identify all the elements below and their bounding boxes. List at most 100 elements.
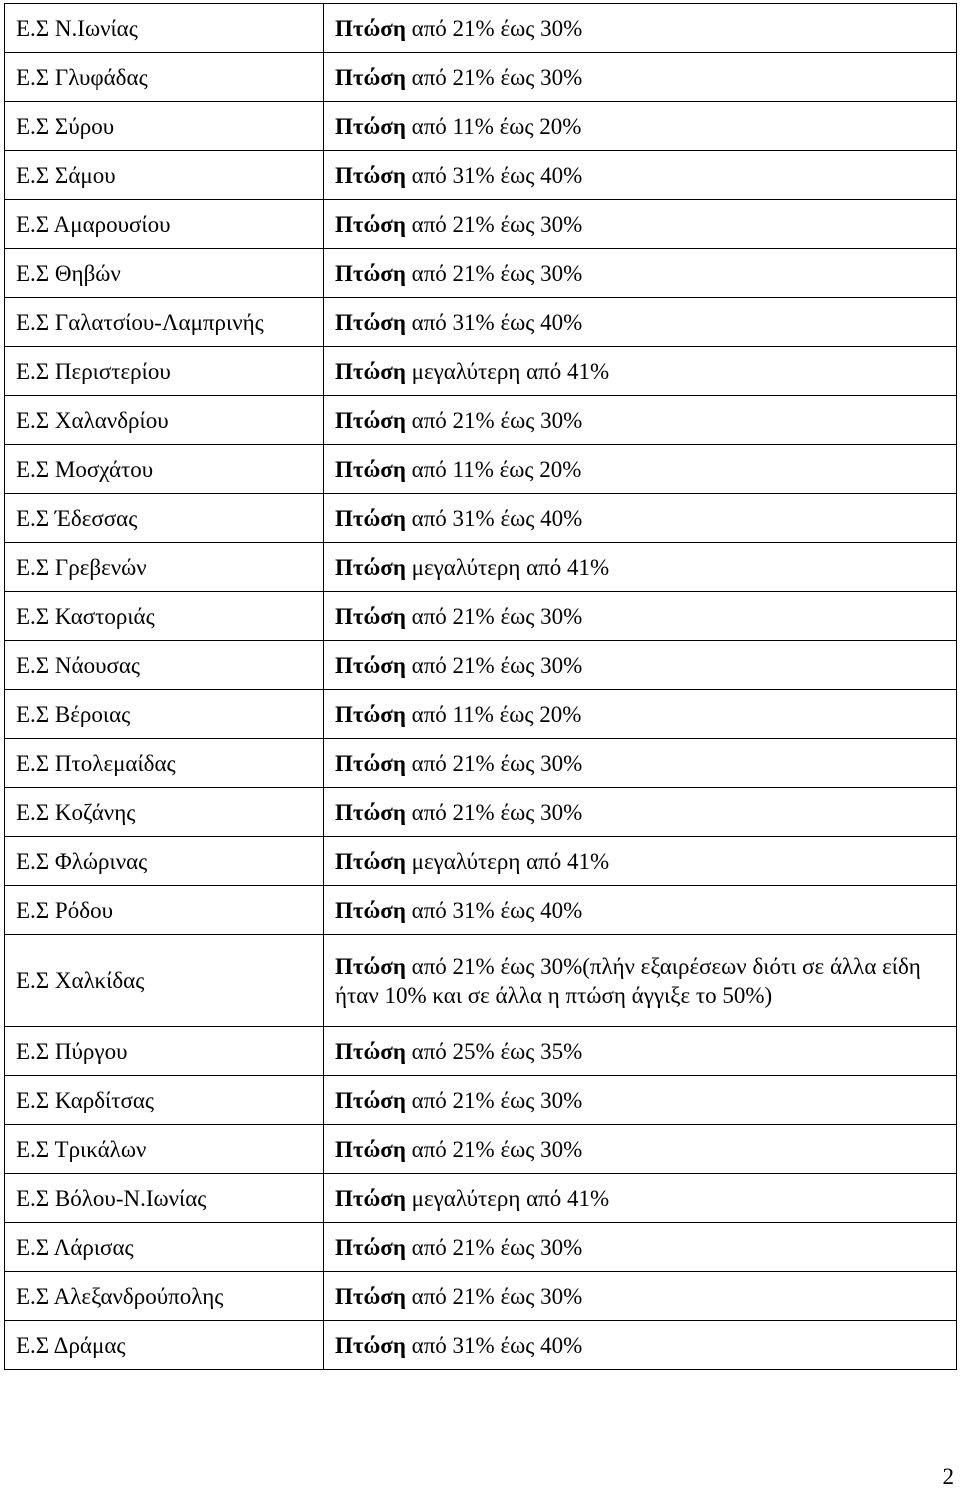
station-name-cell: Ε.Σ Γρεβενών bbox=[4, 542, 324, 592]
drop-range-text: από 21% έως 30% bbox=[405, 799, 583, 825]
drop-keyword: Πτώση bbox=[335, 505, 406, 531]
table-row: Ε.Σ Θηβών Πτώση από 21% έως 30% bbox=[4, 248, 957, 298]
drop-range-text: από 21% έως 30% bbox=[405, 211, 583, 237]
table-row: Ε.Σ Καρδίτσας Πτώση από 21% έως 30% bbox=[4, 1075, 957, 1125]
table-row: Ε.Σ Χαλκίδας Πτώση από 21% έως 30%(πλήν ε… bbox=[4, 934, 957, 1027]
drop-range-text: από 21% έως 30% bbox=[405, 64, 583, 90]
drop-range-text: από 25% έως 35% bbox=[405, 1038, 583, 1064]
station-name-cell: Ε.Σ Νάουσας bbox=[4, 640, 324, 690]
station-name-cell: Ε.Σ Βόλου-Ν.Ιωνίας bbox=[4, 1173, 324, 1223]
drop-range-cell: Πτώση από 21% έως 30% bbox=[323, 1222, 957, 1272]
drop-range-text: μεγαλύτερη από 41% bbox=[405, 358, 610, 384]
station-name-cell: Ε.Σ Βέροιας bbox=[4, 689, 324, 739]
drop-keyword: Πτώση bbox=[335, 64, 406, 90]
drop-range-text: μεγαλύτερη από 41% bbox=[405, 554, 610, 580]
drop-keyword: Πτώση bbox=[335, 554, 406, 580]
drop-range-cell: Πτώση από 21% έως 30% bbox=[323, 52, 957, 102]
table-row: Ε.Σ Πύργου Πτώση από 25% έως 35% bbox=[4, 1026, 957, 1076]
drop-keyword: Πτώση bbox=[335, 1234, 406, 1260]
station-name-cell: Ε.Σ Περιστερίου bbox=[4, 346, 324, 396]
drop-range-text: από 21% έως 30% bbox=[405, 1283, 583, 1309]
drop-range-cell: Πτώση από 21% έως 30% bbox=[323, 1271, 957, 1321]
station-name-cell: Ε.Σ Πτολεμαίδας bbox=[4, 738, 324, 788]
drop-range-text: μεγαλύτερη από 41% bbox=[405, 848, 610, 874]
table-row: Ε.Σ Ν.Ιωνίας Πτώση από 21% έως 30% bbox=[4, 3, 957, 53]
page-number: 2 bbox=[942, 1464, 955, 1489]
drop-range-cell: Πτώση μεγαλύτερη από 41% bbox=[323, 836, 957, 886]
station-name-cell: Ε.Σ Χαλκίδας bbox=[4, 934, 324, 1027]
drop-keyword: Πτώση bbox=[335, 701, 406, 727]
drop-keyword: Πτώση bbox=[335, 652, 406, 678]
drop-range-text: από 21% έως 30% bbox=[405, 15, 583, 41]
station-name-cell: Ε.Σ Χαλανδρίου bbox=[4, 395, 324, 445]
drop-range-text: από 21% έως 30%(πλήν εξαιρέσεων διότι σε… bbox=[335, 953, 921, 1008]
station-name-cell: Ε.Σ Καρδίτσας bbox=[4, 1075, 324, 1125]
station-name-cell: Ε.Σ Λάρισας bbox=[4, 1222, 324, 1272]
drop-range-cell: Πτώση από 11% έως 20% bbox=[323, 444, 957, 494]
table-row: Ε.Σ Χαλανδρίου Πτώση από 21% έως 30% bbox=[4, 395, 957, 445]
table-row: Ε.Σ Τρικάλων Πτώση από 21% έως 30% bbox=[4, 1124, 957, 1174]
drop-range-cell: Πτώση από 21% έως 30% bbox=[323, 591, 957, 641]
drop-range-text: από 11% έως 20% bbox=[405, 456, 582, 482]
table-row: Ε.Σ Νάουσας Πτώση από 21% έως 30% bbox=[4, 640, 957, 690]
station-name-cell: Ε.Σ Φλώρινας bbox=[4, 836, 324, 886]
drop-range-text: από 21% έως 30% bbox=[405, 603, 583, 629]
drop-keyword: Πτώση bbox=[335, 1332, 406, 1358]
drop-range-cell: Πτώση από 21% έως 30% bbox=[323, 640, 957, 690]
table-row: Ε.Σ Περιστερίου Πτώση μεγαλύτερη από 41% bbox=[4, 346, 957, 396]
drop-keyword: Πτώση bbox=[335, 407, 406, 433]
table-row: Ε.Σ Φλώρινας Πτώση μεγαλύτερη από 41% bbox=[4, 836, 957, 886]
drop-range-cell: Πτώση από 31% έως 40% bbox=[323, 1320, 957, 1370]
station-name-cell: Ε.Σ Κοζάνης bbox=[4, 787, 324, 837]
drop-range-cell: Πτώση από 21% έως 30% bbox=[323, 738, 957, 788]
drop-keyword: Πτώση bbox=[335, 897, 406, 923]
drop-range-cell: Πτώση από 31% έως 40% bbox=[323, 150, 957, 200]
drop-range-text: μεγαλύτερη από 41% bbox=[405, 1185, 610, 1211]
drop-range-text: από 21% έως 30% bbox=[405, 1136, 583, 1162]
table-row: Ε.Σ Ρόδου Πτώση από 31% έως 40% bbox=[4, 885, 957, 935]
table-row: Ε.Σ Μοσχάτου Πτώση από 11% έως 20% bbox=[4, 444, 957, 494]
drop-keyword: Πτώση bbox=[335, 603, 406, 629]
station-name-cell: Ε.Σ Αμαρουσίου bbox=[4, 199, 324, 249]
drop-range-text: από 11% έως 20% bbox=[405, 701, 582, 727]
table-row: Ε.Σ Γρεβενών Πτώση μεγαλύτερη από 41% bbox=[4, 542, 957, 592]
drop-range-cell: Πτώση από 31% έως 40% bbox=[323, 885, 957, 935]
drop-range-cell: Πτώση από 21% έως 30% bbox=[323, 395, 957, 445]
drop-keyword: Πτώση bbox=[335, 211, 406, 237]
drop-keyword: Πτώση bbox=[335, 1038, 406, 1064]
drop-keyword: Πτώση bbox=[335, 848, 406, 874]
drop-range-cell: Πτώση από 21% έως 30% bbox=[323, 3, 957, 53]
table-row: Ε.Σ Σύρου Πτώση από 11% έως 20% bbox=[4, 101, 957, 151]
drop-keyword: Πτώση bbox=[335, 1087, 406, 1113]
drop-range-text: από 31% έως 40% bbox=[405, 1332, 583, 1358]
table-row: Ε.Σ Αμαρουσίου Πτώση από 21% έως 30% bbox=[4, 199, 957, 249]
drop-range-cell: Πτώση από 21% έως 30% bbox=[323, 248, 957, 298]
drop-keyword: Πτώση bbox=[335, 113, 406, 139]
drop-range-text: από 21% έως 30% bbox=[405, 1087, 583, 1113]
drop-range-cell: Πτώση από 31% έως 40% bbox=[323, 297, 957, 347]
drop-range-cell: Πτώση από 21% έως 30% bbox=[323, 787, 957, 837]
station-name-cell: Ε.Σ Δράμας bbox=[4, 1320, 324, 1370]
drop-range-text: από 21% έως 30% bbox=[405, 1234, 583, 1260]
station-name-cell: Ε.Σ Γαλατσίου-Λαμπρινής bbox=[4, 297, 324, 347]
station-name-cell: Ε.Σ Αλεξανδρούπολης bbox=[4, 1271, 324, 1321]
table-row: Ε.Σ Γλυφάδας Πτώση από 21% έως 30% bbox=[4, 52, 957, 102]
table-row: Ε.Σ Κοζάνης Πτώση από 21% έως 30% bbox=[4, 787, 957, 837]
table-row: Ε.Σ Πτολεμαίδας Πτώση από 21% έως 30% bbox=[4, 738, 957, 788]
table-row: Ε.Σ Βόλου-Ν.Ιωνίας Πτώση μεγαλύτερη από 4… bbox=[4, 1173, 957, 1223]
drop-range-cell: Πτώση από 21% έως 30%(πλήν εξαιρέσεων δι… bbox=[323, 934, 957, 1027]
drop-keyword: Πτώση bbox=[335, 309, 406, 335]
drop-range-cell: Πτώση από 21% έως 30% bbox=[323, 1124, 957, 1174]
station-name-cell: Ε.Σ Ν.Ιωνίας bbox=[4, 3, 324, 53]
drop-range-cell: Πτώση από 11% έως 20% bbox=[323, 101, 957, 151]
table-row: Ε.Σ Δράμας Πτώση από 31% έως 40% bbox=[4, 1320, 957, 1370]
drop-range-cell: Πτώση από 11% έως 20% bbox=[323, 689, 957, 739]
station-name-cell: Ε.Σ Σάμου bbox=[4, 150, 324, 200]
drop-range-text: από 21% έως 30% bbox=[405, 750, 583, 776]
drop-range-cell: Πτώση μεγαλύτερη από 41% bbox=[323, 1173, 957, 1223]
drop-keyword: Πτώση bbox=[335, 750, 406, 776]
drop-keyword: Πτώση bbox=[335, 456, 406, 482]
drop-range-text: από 31% έως 40% bbox=[405, 309, 583, 335]
drop-keyword: Πτώση bbox=[335, 260, 406, 286]
table-row: Ε.Σ Αλεξανδρούπολης Πτώση από 21% έως 30% bbox=[4, 1271, 957, 1321]
